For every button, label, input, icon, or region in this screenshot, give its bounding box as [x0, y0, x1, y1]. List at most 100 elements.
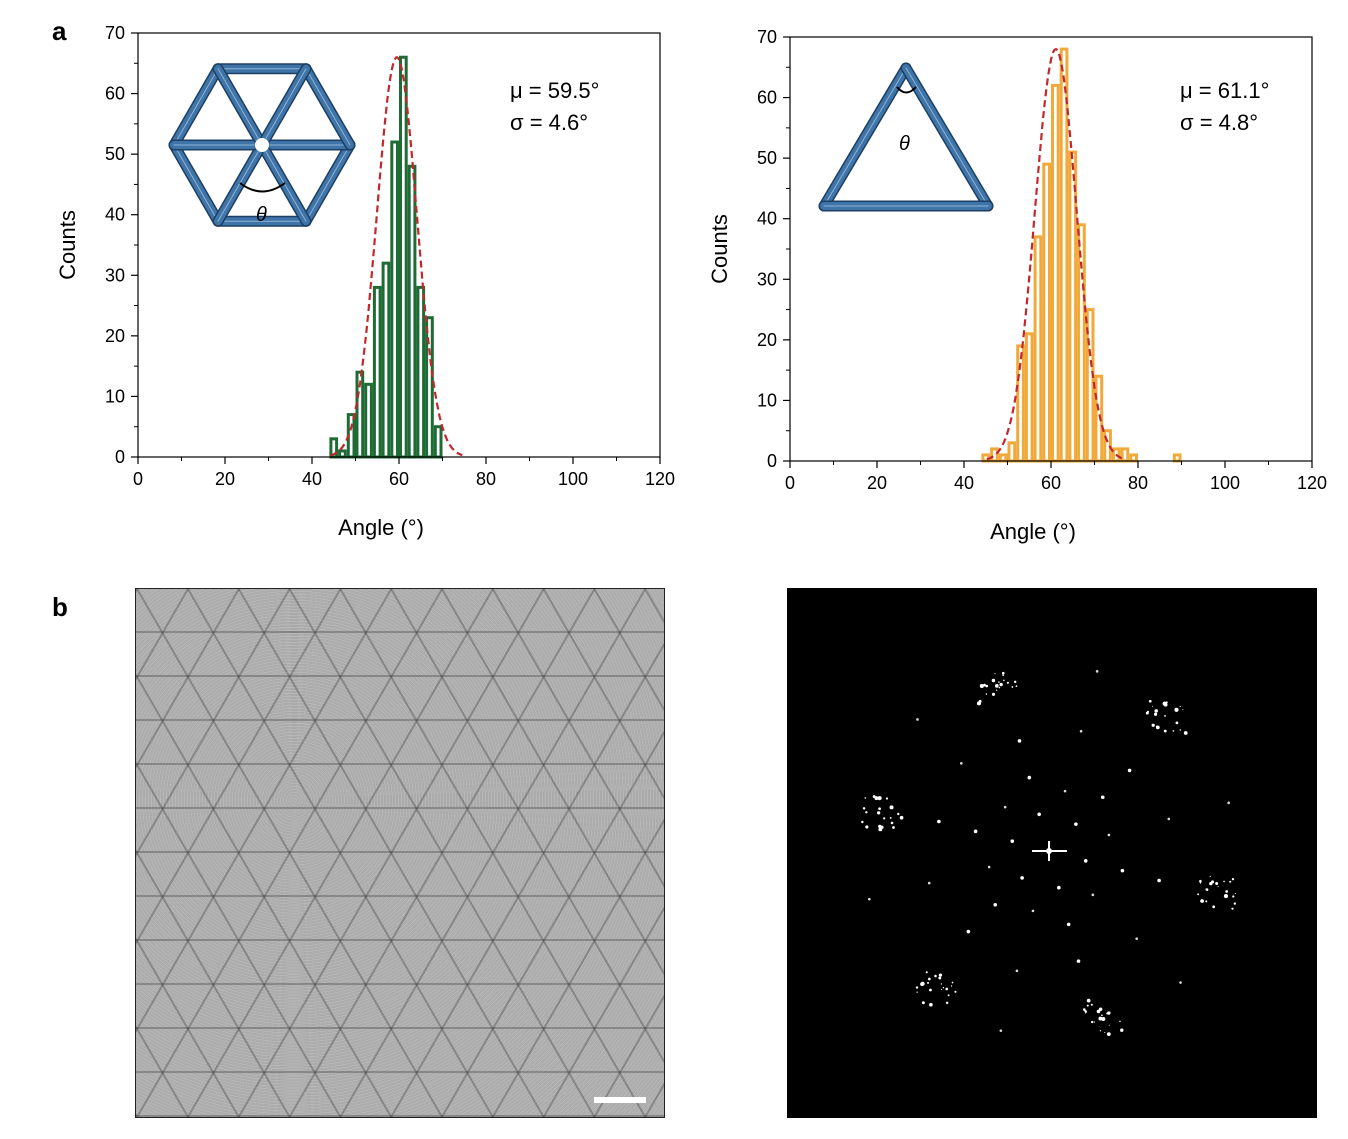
- x-tick-label: 40: [954, 473, 974, 493]
- histogram-bar: [399, 55, 408, 459]
- histogram-bar: [1007, 441, 1017, 463]
- fft-spot: [1231, 878, 1235, 881]
- fft-spot: [889, 805, 894, 810]
- fft-lattice-spot: [1037, 812, 1041, 817]
- fft-spot: [1232, 895, 1235, 898]
- histogram-bar: [372, 285, 382, 459]
- fft-spot: [1225, 890, 1229, 893]
- y-tick-label: 10: [105, 386, 125, 406]
- fft-spot: [1101, 1016, 1106, 1021]
- x-tick-label: 120: [645, 469, 675, 489]
- x-tick-label: 20: [867, 473, 887, 493]
- fft-spot: [1199, 879, 1202, 883]
- angle-arc: [896, 86, 917, 94]
- fft-spot: [1217, 885, 1219, 888]
- fft-lattice-spot: [1003, 805, 1007, 809]
- y-tick-label: 30: [105, 265, 125, 285]
- fft-lattice-spot: [973, 829, 978, 834]
- fft-lattice-spot: [987, 865, 991, 869]
- fft-lattice-spot: [1157, 878, 1161, 883]
- fft-spot: [1084, 1012, 1087, 1014]
- fft-spot: [945, 1001, 949, 1005]
- fft-spot: [1106, 1032, 1111, 1037]
- fft-spot: [1104, 1031, 1106, 1034]
- y-tick-label: 70: [757, 27, 777, 47]
- fft-spot: [994, 684, 999, 688]
- fft-spot: [864, 797, 867, 799]
- fft-spot: [892, 826, 895, 829]
- fft-spot: [1154, 709, 1158, 713]
- fft-spot: [998, 686, 1001, 689]
- fft-spot: [995, 689, 998, 691]
- fft-spot: [883, 817, 886, 820]
- fft-spot: [1223, 894, 1229, 899]
- fft-lattice-spot: [1074, 822, 1078, 826]
- fft-lattice-spot: [927, 881, 931, 885]
- fft-spot: [1091, 1020, 1094, 1024]
- fft-lattice-spot: [1015, 969, 1019, 973]
- fft-lattice-spot: [1010, 839, 1015, 843]
- fft-lattice-spot: [1127, 768, 1132, 773]
- fft-spot: [920, 981, 925, 986]
- fft-spot: [938, 973, 943, 977]
- fft-spot: [999, 682, 1003, 687]
- hexagon-inset-diagram: θ: [168, 63, 356, 227]
- origami-strut-highlight: [305, 144, 351, 222]
- fft-lattice-spot: [960, 762, 963, 765]
- fft-spot: [938, 976, 942, 980]
- fft-spot: [1163, 703, 1168, 707]
- fft-spot: [916, 991, 918, 993]
- fft-spot: [878, 827, 883, 832]
- fft-lattice-spot: [1095, 670, 1099, 673]
- y-tick-label: 10: [757, 390, 777, 410]
- sigma-annotation: σ = 4.6°: [510, 110, 588, 135]
- fft-spot: [991, 692, 996, 696]
- fft-lattice-spot: [937, 819, 941, 824]
- histogram-bar: [407, 164, 417, 459]
- fft-spot: [1199, 882, 1202, 884]
- fft-spot: [921, 1001, 925, 1005]
- x-tick-label: 120: [1297, 473, 1327, 493]
- histogram-bar: [990, 447, 999, 463]
- origami-strut-highlight: [905, 67, 989, 207]
- histogram-bar: [416, 285, 426, 459]
- histogram-bar: [433, 425, 443, 459]
- fft-spot: [1086, 1004, 1089, 1007]
- fft-spot: [915, 986, 919, 989]
- histogram-bar: [390, 140, 399, 459]
- fft-lattice-spot: [868, 897, 871, 901]
- fft-spot: [1090, 1003, 1093, 1006]
- panel-label-a: a: [52, 16, 67, 46]
- fft-spot: [929, 988, 932, 992]
- fft-spot: [1197, 893, 1200, 896]
- fft-spot: [1093, 1021, 1095, 1023]
- fft-spot: [1108, 1024, 1110, 1026]
- x-tick-label: 60: [1041, 473, 1061, 493]
- fft-spot: [983, 683, 986, 687]
- y-tick-label: 20: [105, 326, 125, 346]
- mean-annotation: μ = 59.5°: [510, 78, 599, 103]
- fft-lattice-spot: [1066, 922, 1071, 927]
- fft-spot: [872, 795, 876, 798]
- fft-spot: [1209, 881, 1213, 886]
- fft-spot: [878, 807, 881, 811]
- y-tick-label: 40: [105, 205, 125, 225]
- panel-label-b: b: [52, 592, 68, 622]
- fft-spot: [942, 987, 945, 989]
- fft-lattice-spot: [1020, 876, 1024, 880]
- theta-label: θ: [256, 204, 267, 226]
- y-tick-label: 40: [757, 209, 777, 229]
- angle-arc: [239, 182, 286, 193]
- hexagon-center-hole: [255, 138, 269, 152]
- histogram-bar: [998, 453, 1008, 463]
- fft-lattice-spot: [1027, 775, 1032, 780]
- fft-spots: [861, 670, 1236, 1037]
- y-tick-label: 20: [757, 330, 777, 350]
- origami-strut-highlight: [217, 151, 259, 222]
- fft-spot: [890, 821, 894, 825]
- fft-spot: [1006, 681, 1009, 684]
- cryo-em-micrograph: [135, 588, 665, 1118]
- fft-spot: [1145, 711, 1149, 715]
- y-tick-label: 60: [105, 84, 125, 104]
